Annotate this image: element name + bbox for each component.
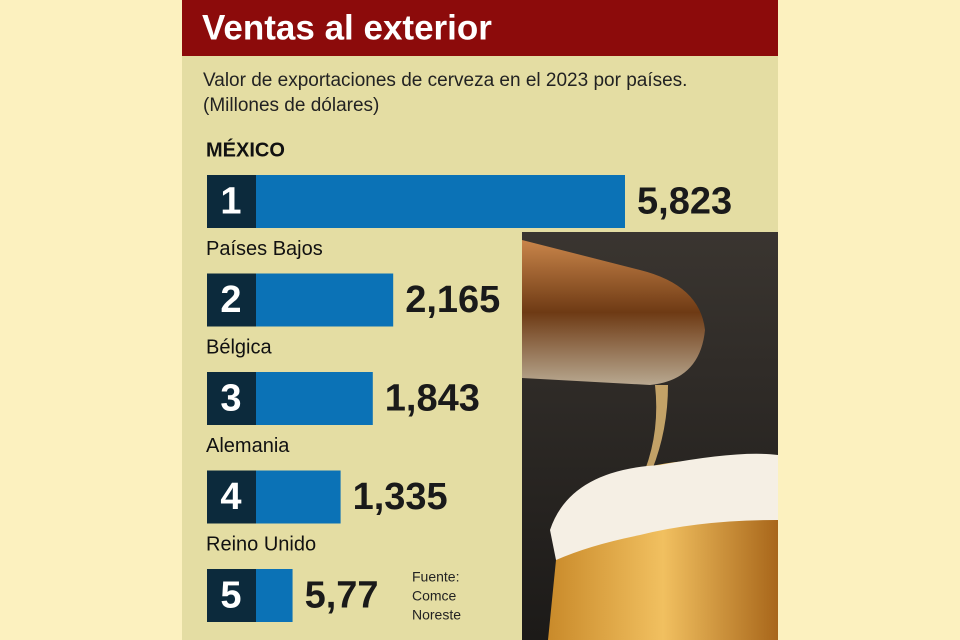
rank-label: 4 [220, 476, 241, 518]
category-label: Reino Unido [206, 533, 316, 555]
bar [256, 175, 625, 228]
foam [550, 453, 778, 560]
source: Comce [412, 588, 457, 604]
rank-box [207, 372, 256, 425]
subtitle: Valor de exportaciones de cerveza en el … [203, 70, 687, 91]
category-label: MÉXICO [206, 138, 285, 161]
value-label: 5,823 [637, 181, 732, 223]
value-label: 2,165 [405, 279, 500, 321]
value-label: 1,335 [353, 476, 448, 518]
source: Fuente: [412, 569, 459, 585]
photo [522, 232, 778, 640]
value-label: 1,843 [385, 378, 480, 420]
chart-title: Ventas al exterior [202, 8, 492, 47]
rank-label: 5 [220, 575, 241, 617]
bar [256, 273, 394, 327]
category-label: Bélgica [206, 336, 272, 358]
bottle [522, 240, 705, 385]
bar [256, 569, 293, 622]
source: Noreste [412, 607, 461, 623]
rank-box [207, 273, 256, 327]
category-label: Alemania [206, 435, 290, 457]
category-label: Países Bajos [206, 238, 323, 260]
rank-label: 1 [220, 181, 241, 223]
rank-box [207, 470, 256, 524]
value-label: 5,77 [305, 575, 379, 617]
pour [645, 385, 668, 470]
rank-box [207, 175, 256, 228]
header [182, 0, 778, 56]
bar [256, 470, 341, 524]
subtitle: (Millones de dólares) [203, 95, 379, 116]
bar [256, 372, 373, 425]
rank-label: 2 [220, 279, 241, 321]
rank-label: 3 [220, 378, 241, 420]
rank-box [207, 569, 256, 622]
